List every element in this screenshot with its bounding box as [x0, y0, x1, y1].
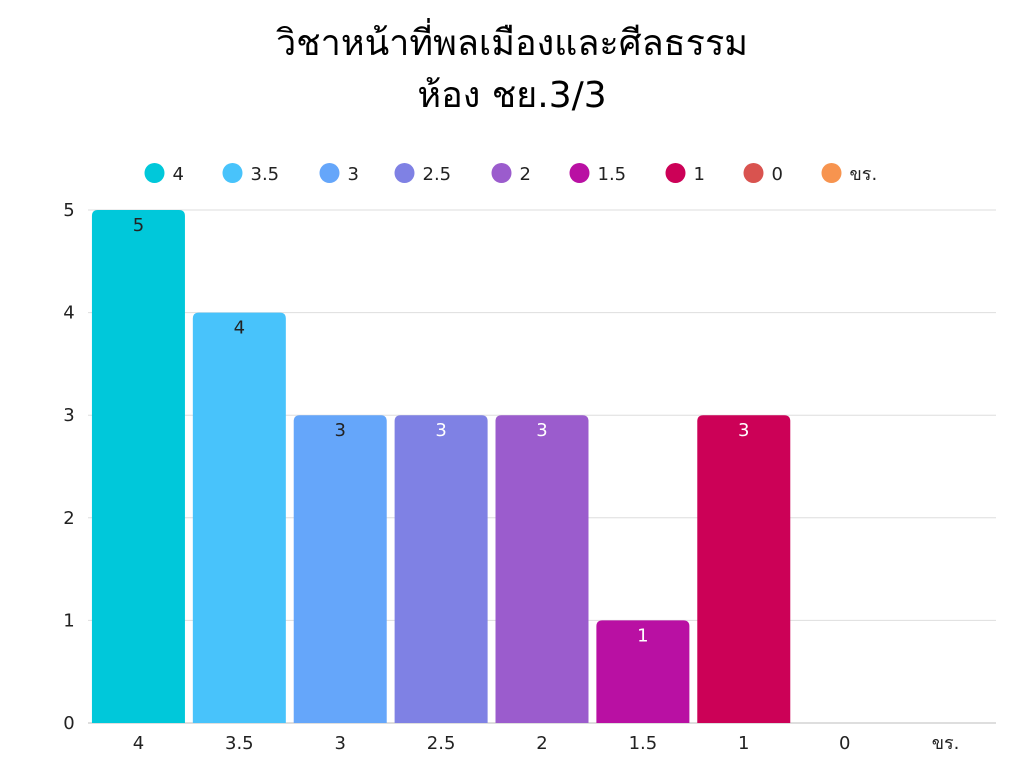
y-tick-label: 0 — [63, 713, 74, 734]
legend-item: 1.5 — [569, 163, 627, 185]
bars: 5 4 3 3 3 1 3 — [91, 210, 791, 723]
bar — [293, 415, 387, 723]
bar — [596, 620, 690, 723]
legend-label: 3 — [348, 164, 359, 185]
data-label: 5 — [133, 215, 144, 236]
data-label: 3 — [334, 420, 345, 441]
legend-swatch — [222, 163, 243, 183]
legend-label: 1 — [694, 164, 705, 185]
legend-label: 2.5 — [423, 164, 452, 185]
legend-swatch — [743, 163, 764, 183]
y-tick-label: 2 — [63, 508, 74, 529]
bar — [192, 312, 286, 723]
legend-item: 1 — [665, 163, 705, 185]
x-tick-label: 4 — [133, 733, 144, 754]
data-label: 4 — [234, 318, 245, 339]
legend-swatch — [319, 163, 340, 183]
legend-swatch — [569, 163, 590, 183]
bar — [697, 415, 791, 723]
legend-item: 0 — [743, 163, 783, 185]
legend-item: 2.5 — [394, 163, 452, 185]
data-label: 3 — [536, 420, 547, 441]
legend-item: 2 — [491, 163, 531, 185]
x-tick-label: 1.5 — [629, 733, 658, 754]
bar — [394, 415, 488, 723]
chart-title: วิชาหน้าที่พลเมืองและศีลธรรม — [275, 23, 749, 64]
x-tick-label: 3 — [334, 733, 345, 754]
y-tick-label: 4 — [63, 303, 74, 324]
legend-label: 0 — [772, 164, 783, 185]
data-label: 3 — [738, 420, 749, 441]
legend-item: ขร. — [821, 163, 878, 185]
legend-swatch — [821, 163, 842, 183]
legend-swatch — [491, 163, 512, 183]
legend-swatch — [144, 163, 165, 183]
x-tick-label: 2 — [536, 733, 547, 754]
legend-label: 2 — [520, 164, 531, 185]
legend-swatch — [394, 163, 415, 183]
x-tick-label: 1 — [738, 733, 749, 754]
data-label: 1 — [637, 625, 648, 646]
legend-label: ขร. — [850, 164, 878, 185]
legend-item: 4 — [144, 163, 184, 185]
legend-label: 3.5 — [251, 164, 280, 185]
bar — [91, 210, 185, 723]
x-tick-label: 3.5 — [225, 733, 254, 754]
chart-legend: 4 3.5 3 2.5 2 1.5 1 0 ขร. — [144, 163, 878, 185]
legend-label: 1.5 — [598, 164, 627, 185]
x-tick-label: ขร. — [932, 733, 960, 754]
legend-swatch — [665, 163, 686, 183]
x-tick-label: 2.5 — [427, 733, 456, 754]
bar — [495, 415, 589, 723]
y-tick-label: 1 — [63, 610, 74, 631]
data-label: 3 — [435, 420, 446, 441]
x-axis: 4 3.5 3 2.5 2 1.5 1 0 ขร. — [133, 733, 960, 754]
legend-label: 4 — [173, 164, 184, 185]
chart-subtitle: ห้อง ชย.3/3 — [417, 75, 607, 116]
y-tick-label: 5 — [63, 200, 74, 221]
x-tick-label: 0 — [839, 733, 850, 754]
y-axis: 0 1 2 3 4 5 — [63, 200, 74, 734]
y-tick-label: 3 — [63, 405, 74, 426]
legend-item: 3.5 — [222, 163, 280, 185]
legend-item: 3 — [319, 163, 359, 185]
chart-title-block: วิชาหน้าที่พลเมืองและศีลธรรม ห้อง ชย.3/3 — [0, 18, 1024, 122]
